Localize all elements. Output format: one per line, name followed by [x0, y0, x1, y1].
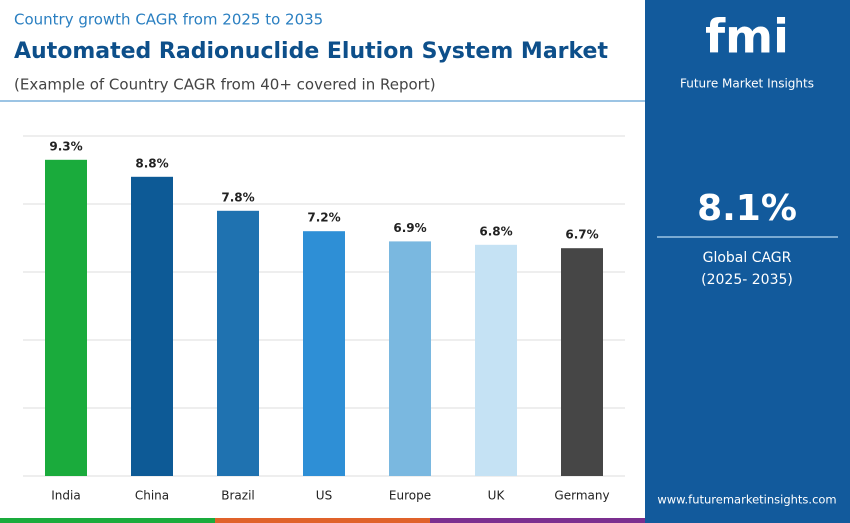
x-tick-label: Europe — [389, 489, 431, 503]
subtitle: (Example of Country CAGR from 40+ covere… — [14, 76, 436, 94]
logo: fmi — [705, 10, 789, 64]
cagr-value: 8.1% — [697, 188, 797, 229]
bar — [389, 241, 431, 476]
footer-strip — [0, 518, 215, 523]
cagr-label: Global CAGR — [703, 250, 792, 266]
value-label: 7.8% — [221, 190, 254, 204]
bar — [475, 244, 517, 476]
x-tick-label: China — [135, 489, 169, 503]
sidebar — [645, 0, 850, 523]
cagr-period: (2025- 2035) — [701, 272, 793, 288]
value-label: 6.9% — [393, 221, 426, 235]
bar — [217, 210, 259, 477]
value-label: 9.3% — [49, 139, 82, 153]
bar — [45, 159, 87, 477]
x-tick-label: Brazil — [221, 489, 255, 503]
value-label: 6.8% — [479, 224, 512, 238]
value-label: 7.2% — [307, 211, 340, 225]
plot: India 9.3% China 8.8% Brazil 7.8% US 7.2% Europe… — [23, 135, 625, 503]
x-tick-label: UK — [488, 489, 506, 503]
x-tick-label: US — [316, 489, 332, 503]
value-label: 6.7% — [565, 228, 598, 242]
footer-strip — [215, 518, 430, 523]
value-label: 8.8% — [135, 156, 168, 170]
brand: Future Market Insights — [680, 77, 814, 91]
x-tick-label: India — [51, 489, 80, 503]
website: www.futuremarketinsights.com — [657, 493, 836, 507]
x-tick-label: Germany — [554, 489, 609, 503]
title: Automated Radionuclide Elution System Ma… — [14, 39, 608, 64]
kicker: Country growth CAGR from 2025 to 2035 — [14, 11, 323, 29]
bar — [131, 176, 173, 477]
footer-strip — [430, 518, 645, 523]
bar — [561, 248, 603, 476]
bar — [303, 231, 345, 476]
